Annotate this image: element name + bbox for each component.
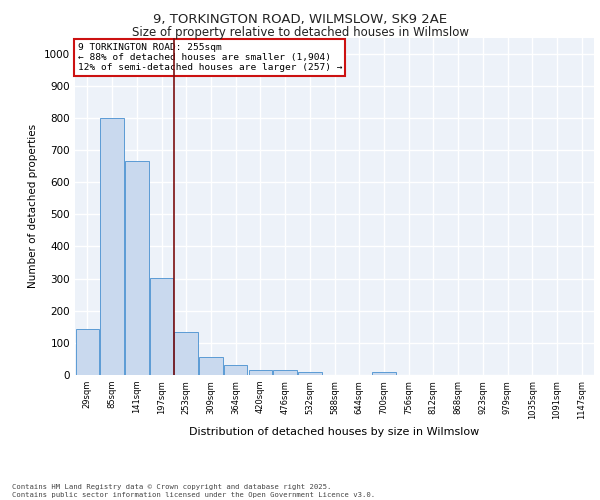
Bar [150,278,173,375]
Bar [100,118,124,375]
Text: 9 TORKINGTON ROAD: 255sqm
← 88% of detached houses are smaller (1,904)
12% of se: 9 TORKINGTON ROAD: 255sqm ← 88% of detac… [77,42,342,72]
Bar [76,329,99,375]
X-axis label: Distribution of detached houses by size in Wilmslow: Distribution of detached houses by size … [190,427,479,437]
Bar [274,370,297,375]
Bar [199,356,223,375]
Y-axis label: Number of detached properties: Number of detached properties [28,124,38,288]
Bar [372,372,395,375]
Text: 9, TORKINGTON ROAD, WILMSLOW, SK9 2AE: 9, TORKINGTON ROAD, WILMSLOW, SK9 2AE [153,12,447,26]
Bar [175,332,198,375]
Bar [298,372,322,375]
Text: Size of property relative to detached houses in Wilmslow: Size of property relative to detached ho… [131,26,469,39]
Text: Contains HM Land Registry data © Crown copyright and database right 2025.
Contai: Contains HM Land Registry data © Crown c… [12,484,375,498]
Bar [125,161,149,375]
Bar [248,370,272,375]
Bar [224,366,247,375]
